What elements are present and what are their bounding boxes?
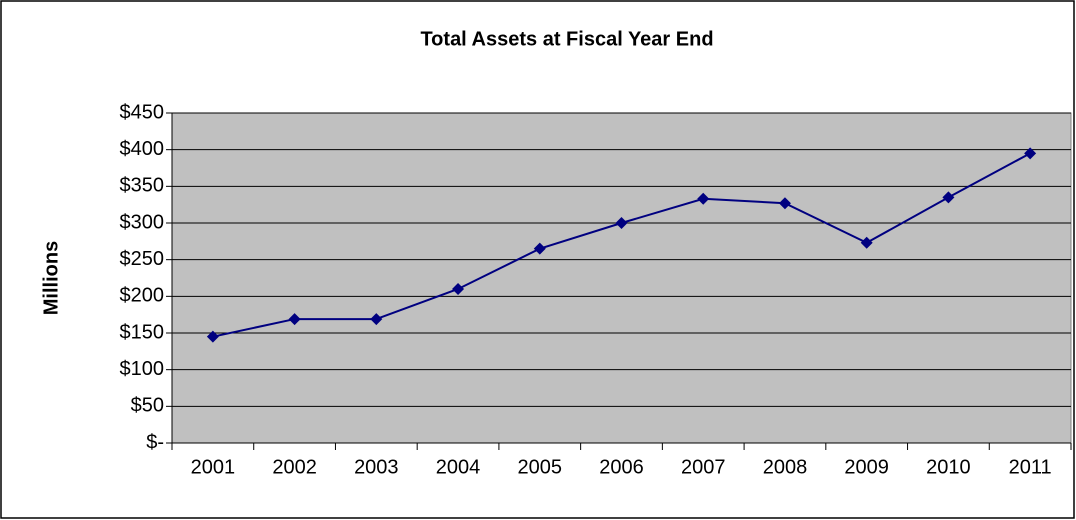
chart-title: Total Assets at Fiscal Year End bbox=[420, 28, 713, 50]
y-axis-label: Millions bbox=[40, 241, 62, 315]
y-tick-label: $300 bbox=[120, 211, 165, 233]
y-tick-label: $200 bbox=[120, 285, 165, 307]
y-tick-label: $- bbox=[146, 431, 164, 453]
x-tick-label: 2011 bbox=[1009, 456, 1052, 478]
x-tick-label: 2002 bbox=[272, 456, 317, 478]
x-tick-label: 2001 bbox=[191, 456, 236, 478]
plot-area bbox=[171, 112, 1072, 444]
marker bbox=[370, 313, 383, 326]
marker bbox=[533, 242, 546, 255]
marker bbox=[615, 217, 628, 229]
x-tick-label: 2008 bbox=[763, 456, 808, 478]
marker bbox=[860, 236, 873, 249]
x-tick-label: 2004 bbox=[436, 456, 481, 478]
y-tick-label: $50 bbox=[131, 395, 164, 417]
y-tick-label: $250 bbox=[120, 248, 165, 270]
marker bbox=[452, 283, 465, 295]
x-tick-label: 2006 bbox=[599, 456, 644, 478]
marker bbox=[288, 313, 301, 326]
x-tick-label: 2005 bbox=[518, 456, 563, 478]
marker bbox=[1024, 147, 1037, 160]
marker bbox=[778, 197, 791, 210]
marker bbox=[697, 192, 710, 205]
y-tick-label: $450 bbox=[120, 101, 165, 123]
marker bbox=[206, 330, 219, 343]
marker bbox=[942, 191, 955, 204]
x-tick-label: 2009 bbox=[844, 456, 889, 478]
y-tick-label: $350 bbox=[120, 175, 165, 197]
y-tick-label: $150 bbox=[120, 321, 165, 343]
x-tick-label: 2003 bbox=[354, 456, 399, 478]
y-tick-label: $100 bbox=[120, 358, 165, 380]
x-tick-label: 2010 bbox=[926, 456, 971, 478]
x-tick-label: 2007 bbox=[681, 456, 726, 478]
y-tick-label: $400 bbox=[120, 138, 165, 160]
